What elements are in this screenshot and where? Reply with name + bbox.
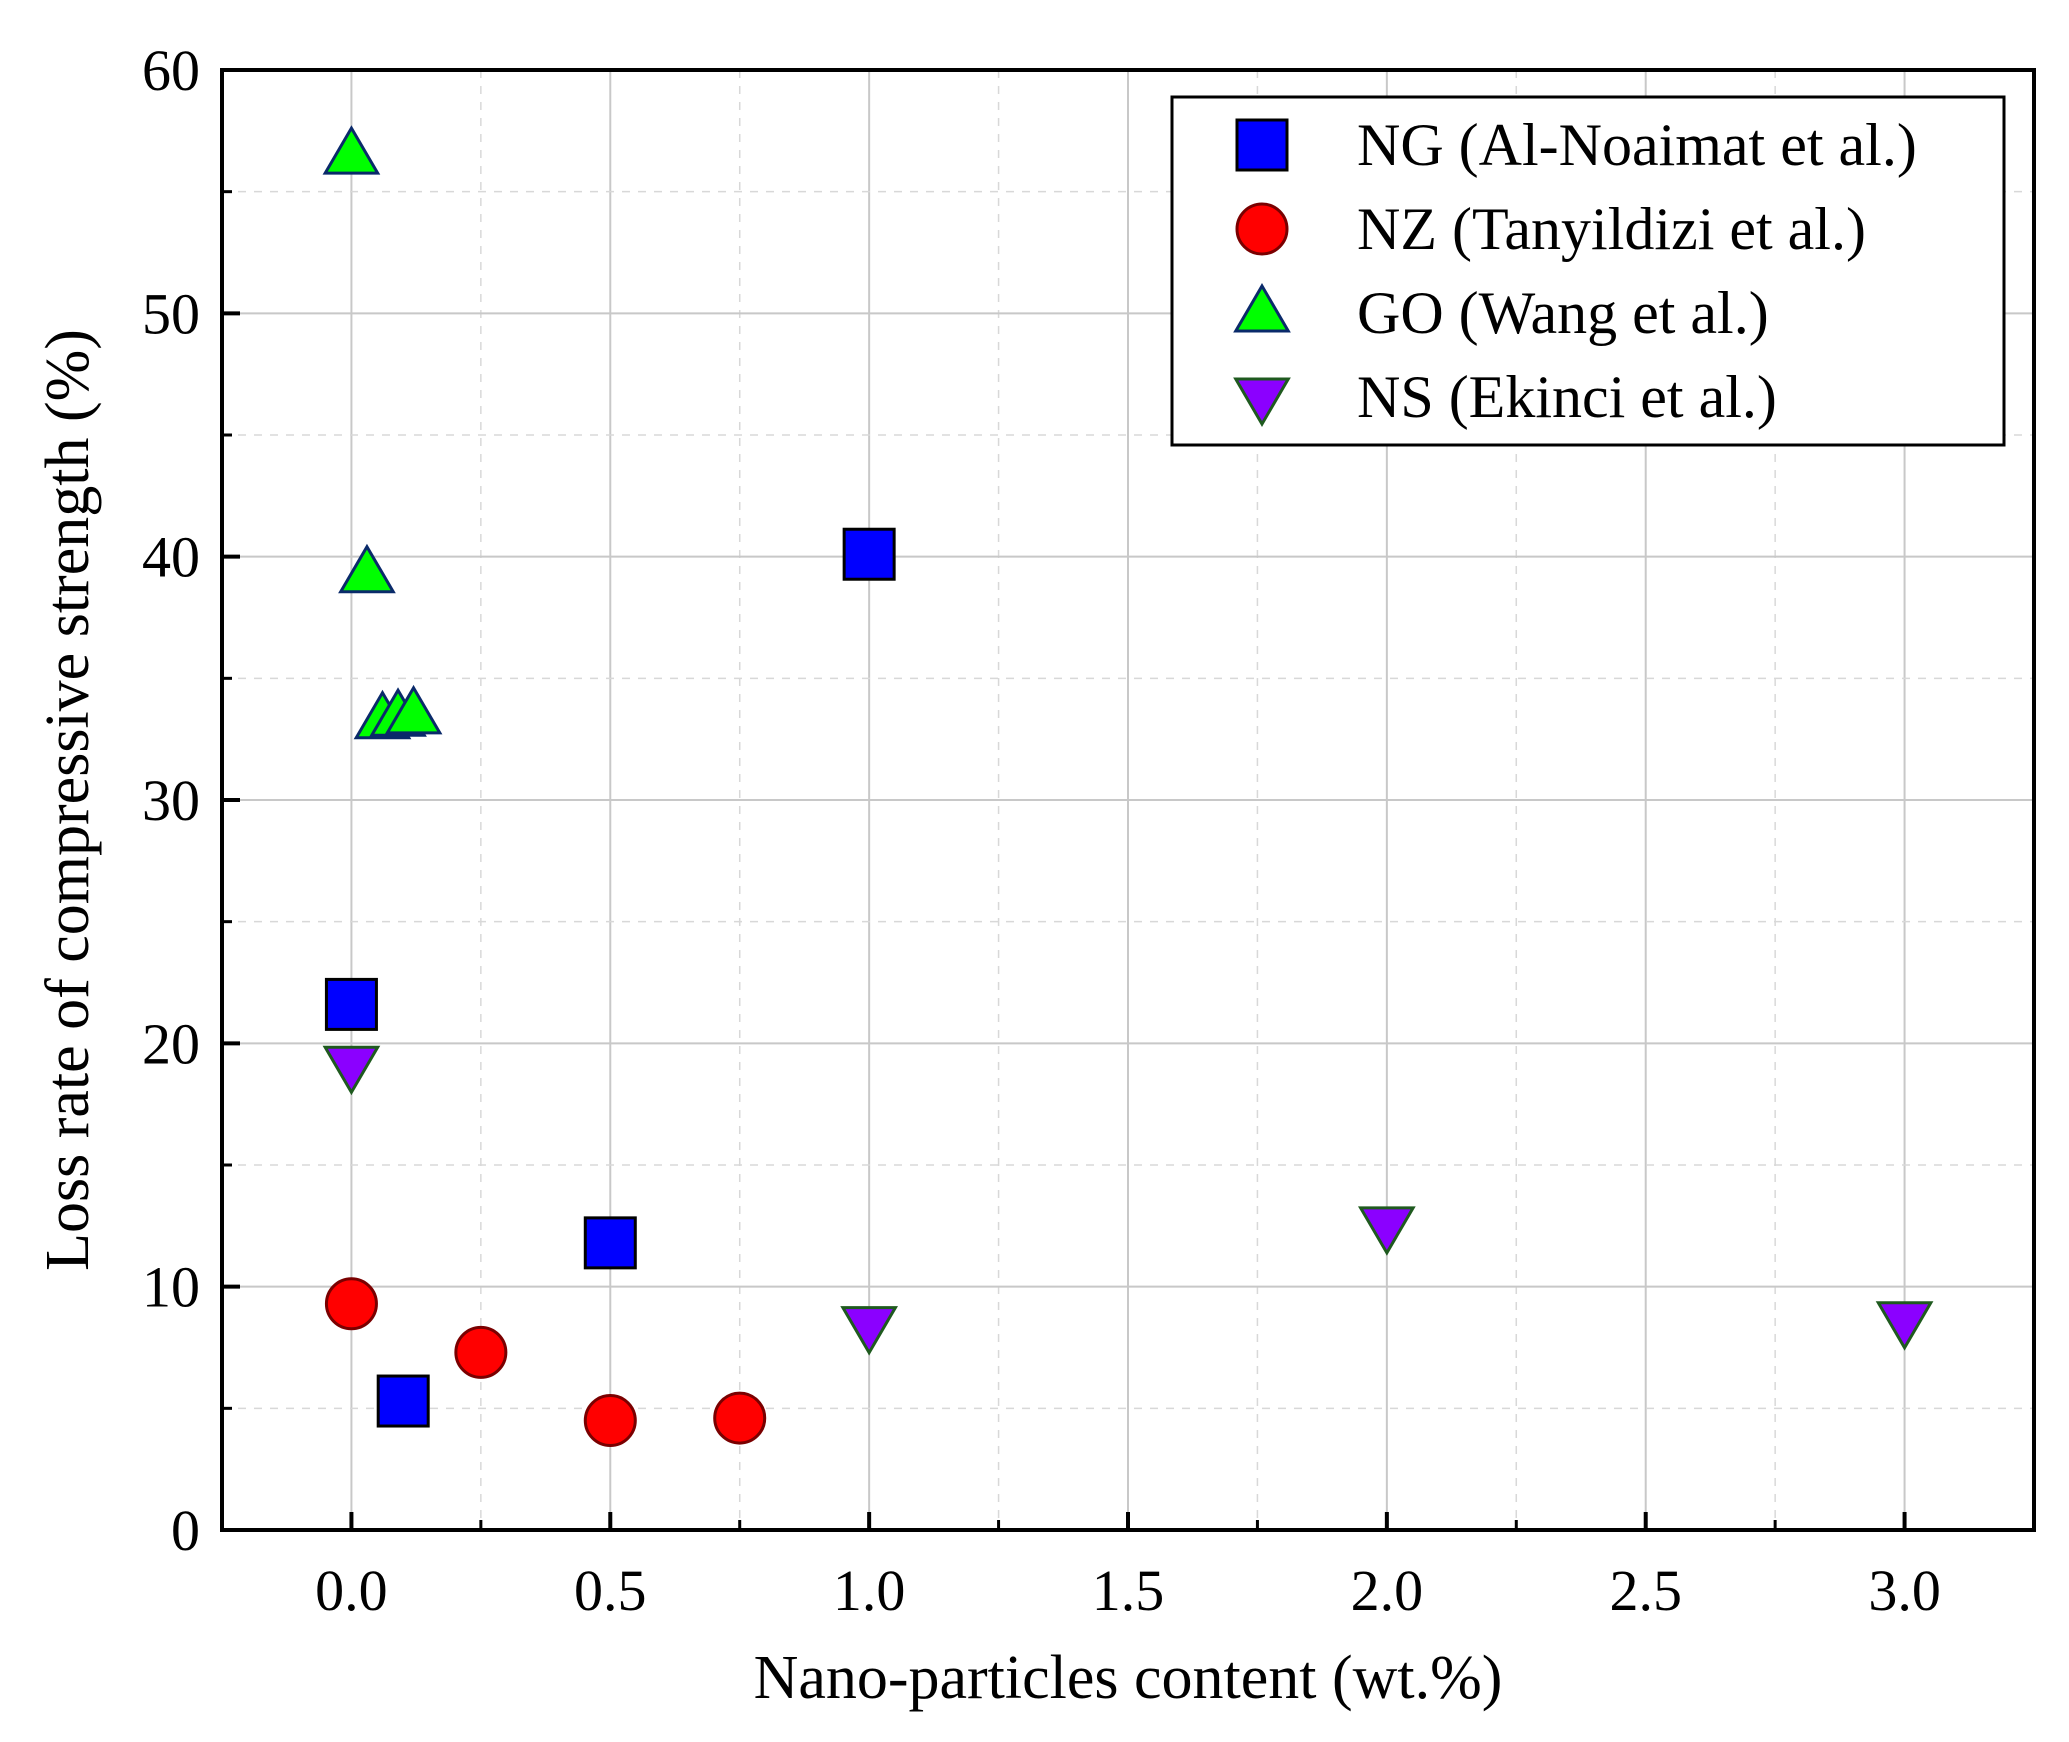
y-tick-label: 0: [171, 1498, 200, 1563]
legend-marker-go: [1233, 283, 1291, 333]
legend-label-ns: NS (Ekinci et al.): [1357, 364, 1777, 430]
x-tick-label: 1.0: [833, 1558, 906, 1623]
data-point-ns: [322, 1045, 381, 1096]
x-tick-label: 0.5: [574, 1558, 647, 1623]
data-point-ng: [842, 527, 896, 581]
data-point-nz: [713, 1391, 767, 1445]
legend-box: [1170, 95, 2006, 447]
y-tick-label: 20: [142, 1011, 200, 1076]
legend-marker-ng: [1235, 118, 1289, 172]
legend-marker-nz: [1235, 202, 1289, 256]
x-tick-label: 2.0: [1351, 1558, 1424, 1623]
legend: NG (Al-Noaimat et al.) NZ (Tanyildizi et …: [1170, 95, 2006, 447]
data-point-ns: [1357, 1206, 1416, 1256]
y-axis-title: Loss rate of compressive strength (%): [34, 329, 102, 1271]
data-point-ns: [840, 1306, 899, 1356]
legend-marker-ns: [1233, 377, 1291, 427]
data-point-ng: [583, 1216, 637, 1270]
data-point-nz: [583, 1394, 637, 1447]
y-tick-label: 30: [142, 768, 200, 833]
legend-label-go: GO (Wang et al.): [1357, 280, 1769, 346]
x-axis-title: Nano-particles content (wt.%): [754, 1644, 1503, 1712]
data-point-ns: [1875, 1301, 1934, 1351]
x-tick-label: 2.5: [1609, 1558, 1682, 1623]
legend-label-ng: NG (Al-Noaimat et al.): [1357, 112, 1917, 178]
data-point-go: [338, 543, 396, 594]
legend-label-nz: NZ (Tanyildizi et al.): [1357, 196, 1866, 262]
data-point-go: [322, 125, 381, 175]
plot-frame: [220, 68, 2036, 1532]
y-tick-label: 50: [142, 281, 200, 346]
y-tick-label: 10: [142, 1255, 200, 1320]
data-point-go: [384, 684, 443, 735]
data-point-nz: [324, 1277, 378, 1331]
y-tick-labels: 0 10 20 30 40 50 60: [142, 38, 200, 1563]
x-tick-labels: 0.0 0.5 1.0 1.5 2.0 2.5 3.0: [315, 1558, 1941, 1623]
data-point-ng: [376, 1374, 430, 1428]
data-markers: [322, 125, 1934, 1447]
data-point-ng: [324, 977, 378, 1031]
y-tick-label: 40: [142, 525, 200, 590]
x-tick-label: 3.0: [1868, 1558, 1941, 1623]
data-point-nz: [454, 1325, 508, 1379]
x-tick-label: 0.0: [315, 1558, 388, 1623]
x-tick-label: 1.5: [1092, 1558, 1165, 1623]
y-tick-label: 60: [142, 38, 200, 103]
